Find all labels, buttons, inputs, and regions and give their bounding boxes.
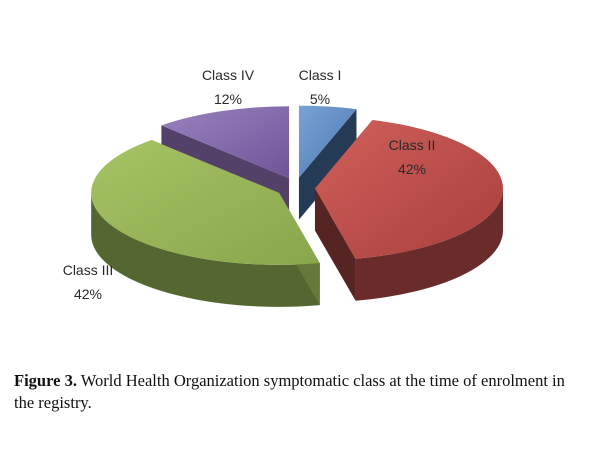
pie-slice-side-class-iii (91, 192, 320, 307)
pie-slice-class-iii (91, 139, 320, 265)
slice-value-class-i: 5% (310, 91, 330, 107)
figure-label: Figure 3. (14, 371, 77, 390)
pie-chart: Class I 5% Class II 42% Class III 42% Class IV… (63, 67, 503, 307)
caption-text: World Health Organization symptomatic cl… (14, 371, 565, 412)
figure-caption: Figure 3. World Health Organization symp… (14, 370, 574, 414)
pie-slice-side-class-ii (355, 188, 503, 301)
slice-value-class-iv: 12% (214, 91, 242, 107)
pie-slice-class-ii (314, 119, 503, 259)
pie-slice-class-iv (161, 106, 290, 179)
slice-label-class-iv: Class IV (202, 67, 255, 83)
pie-slice-face-class-i (298, 109, 357, 220)
slice-value-class-iii: 42% (74, 286, 102, 302)
pie-slice-class-i (298, 105, 357, 178)
slice-label-class-ii: Class II (389, 137, 436, 153)
pie-labels: Class I 5% Class II 42% Class III 42% Class IV… (63, 67, 436, 302)
pie-tops (91, 105, 503, 265)
slice-value-class-ii: 42% (398, 161, 426, 177)
slice-label-class-iii: Class III (63, 262, 114, 278)
slice-label-class-i: Class I (299, 67, 342, 83)
pie-slice-face-class-ii (314, 188, 356, 301)
